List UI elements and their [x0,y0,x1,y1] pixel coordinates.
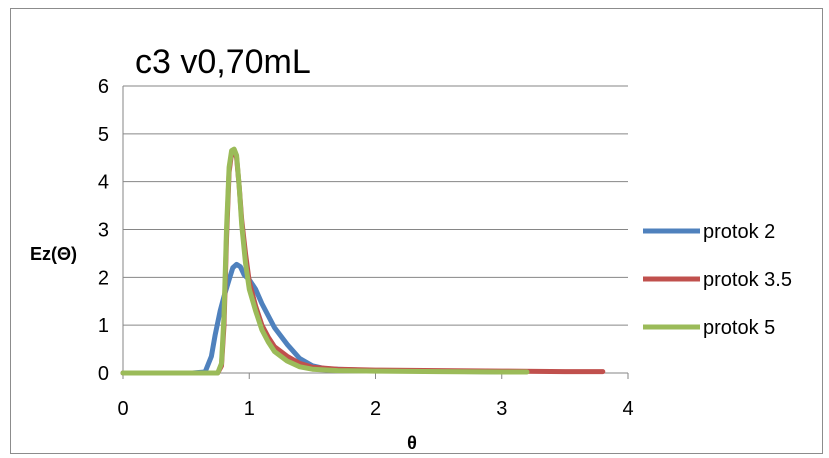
y-tick-label: 4 [98,172,109,194]
y-tick-labels: 0 1 2 3 4 5 6 [98,76,109,385]
x-tick-label: 0 [117,398,128,420]
x-axis-label: θ [407,433,417,453]
chart-title: c3 v0,70mL [135,43,311,81]
legend: protok 2 protok 3.5 protok 5 [643,221,792,339]
legend-label: protok 2 [703,221,775,243]
series-line-3 [120,146,530,376]
y-tick-label: 6 [98,76,109,98]
x-tick-label: 3 [496,398,507,420]
series-line-1 [120,261,505,376]
x-tick-label: 2 [370,398,381,420]
x-tick-label: 1 [244,398,255,420]
series-lines [120,146,606,376]
y-tick-label: 3 [98,220,109,242]
legend-label: protok 3.5 [703,269,792,291]
y-tick-label: 5 [98,124,109,146]
y-tick-label: 1 [98,315,109,337]
series-line-2 [120,148,606,376]
x-tick-labels: 0 1 2 3 4 [117,398,633,420]
x-tick-label: 4 [622,398,633,420]
grid-lines [122,85,629,379]
y-tick-label: 2 [98,267,109,289]
y-tick-label: 0 [98,363,109,385]
legend-label: protok 5 [703,317,775,339]
y-axis-label: Ez(Θ) [30,244,77,264]
